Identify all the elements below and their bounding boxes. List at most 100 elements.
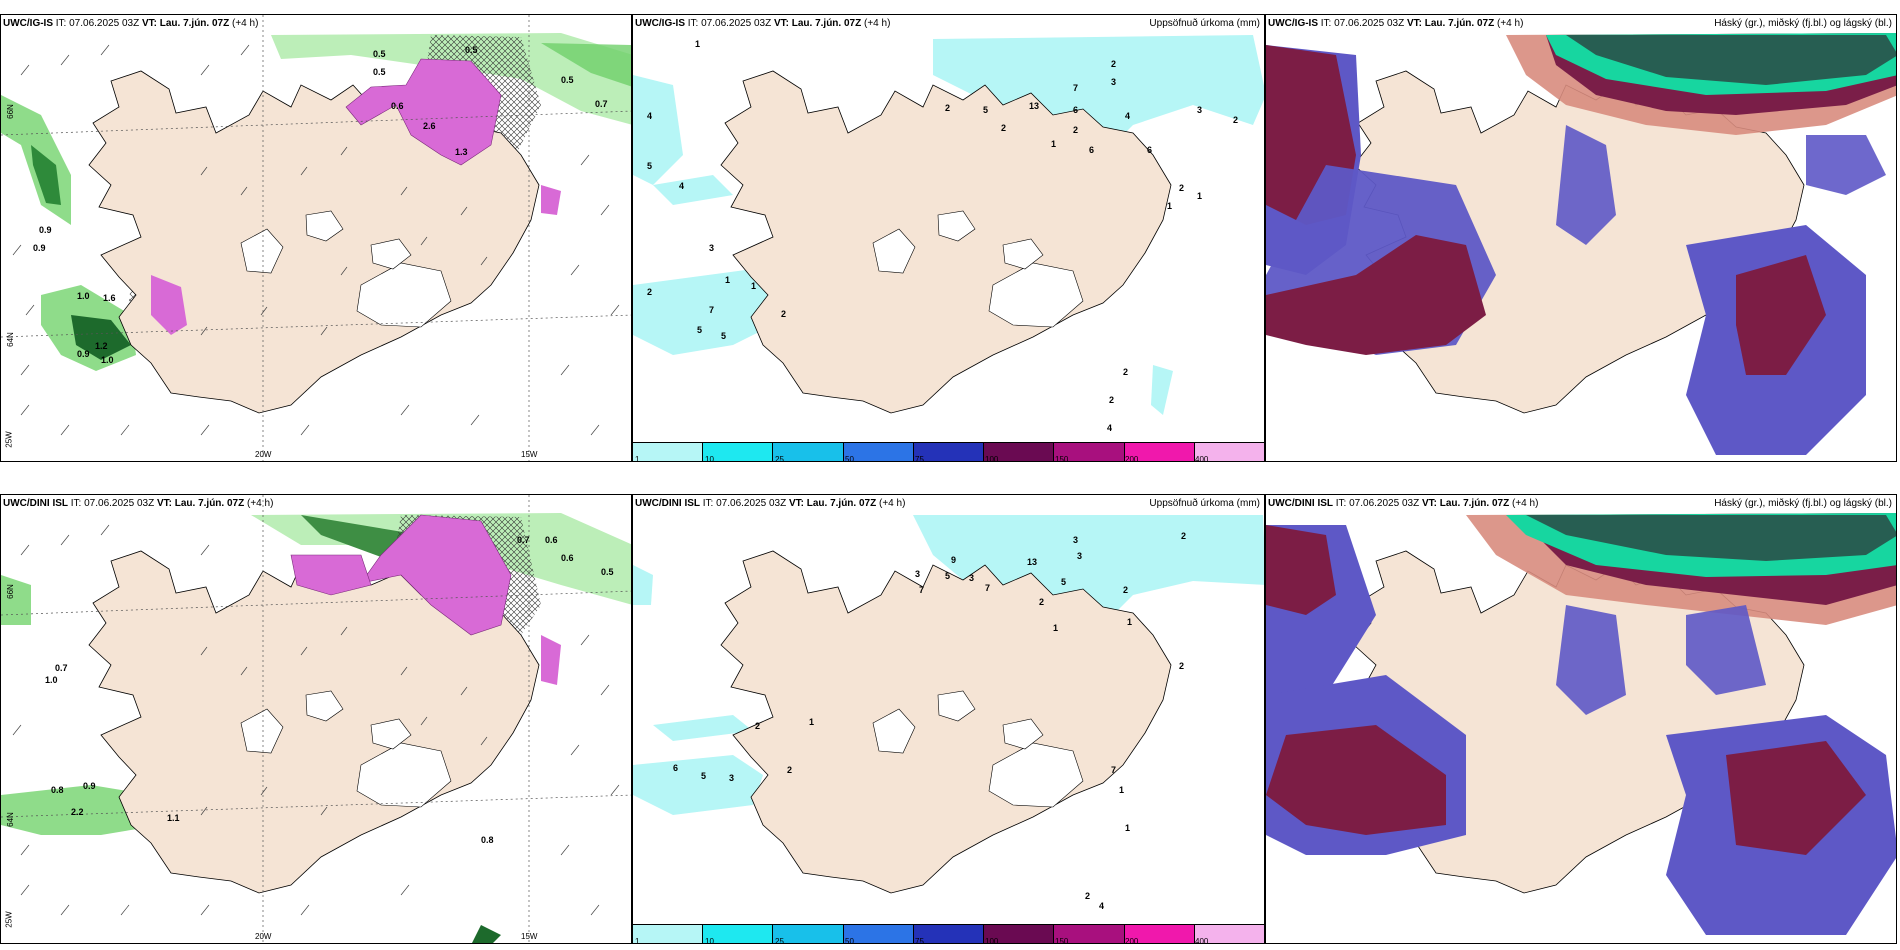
accum-label: 5	[983, 105, 989, 115]
accum-label: 5	[647, 161, 653, 171]
panel-title: UWC/IG-IS IT: 07.06.2025 03Z VT: Lau. 7.…	[1268, 18, 1523, 29]
accum-label: 7	[1111, 765, 1117, 775]
precip-label: 1.0	[77, 291, 90, 301]
accum-label: 2	[787, 765, 793, 775]
init-time: IT: 07.06.2025 03Z	[70, 498, 155, 509]
init-time: IT: 07.06.2025 03Z	[1335, 498, 1420, 509]
colorbar-tick: 1	[635, 937, 640, 944]
colorbar-segment	[843, 925, 914, 943]
model-name: UWC/IG-IS	[3, 18, 53, 29]
wind-precip-map	[1, 15, 631, 461]
precip-label: 1.2	[95, 341, 108, 351]
forecast-offset: (+4 h)	[1497, 18, 1524, 29]
model-name: UWC/IG-IS	[635, 18, 685, 29]
panel-igis-clouds: UWC/IG-IS IT: 07.06.2025 03Z VT: Lau. 7.…	[1265, 14, 1897, 462]
precip-label: 0.9	[77, 349, 90, 359]
precip-label: 0.8	[51, 785, 64, 795]
accum-label: 2	[1001, 123, 1007, 133]
accum-label: 7	[985, 583, 991, 593]
accum-label: 1	[1119, 785, 1125, 795]
accum-label: 7	[1073, 83, 1079, 93]
accum-precip-map	[633, 515, 1264, 894]
panel-title: UWC/DINI ISL IT: 07.06.2025 03Z VT: Lau.…	[635, 498, 905, 509]
accum-label: 2	[1039, 597, 1045, 607]
colorbar-tick: 25	[775, 937, 784, 944]
colorbar-tick: 1	[635, 455, 640, 462]
precip-label: 2.6	[423, 121, 436, 131]
cloud-cover-map	[1266, 33, 1896, 455]
accum-label: 13	[1029, 101, 1040, 111]
precip-label: 1.1	[167, 813, 180, 823]
model-name: UWC/DINI ISL	[635, 498, 700, 509]
accum-label: 3	[915, 569, 921, 579]
accum-label: 1	[1127, 617, 1133, 627]
accum-label: 2	[1179, 183, 1185, 193]
forecast-offset: (+4 h)	[864, 18, 891, 29]
panel-title: UWC/IG-IS IT: 07.06.2025 03Z VT: Lau. 7.…	[635, 18, 890, 29]
accum-label: 1	[695, 39, 701, 49]
model-name: UWC/DINI ISL	[3, 498, 68, 509]
panel-dini-clouds: UWC/DINI ISL IT: 07.06.2025 03Z VT: Lau.…	[1265, 494, 1897, 944]
forecast-offset: (+4 h)	[232, 18, 259, 29]
panel-variable: Uppsöfnuð úrkoma (mm)	[1149, 18, 1260, 29]
colorbar-segment	[703, 443, 774, 461]
accum-label: 3	[1073, 535, 1079, 545]
colorbar-segment	[1124, 925, 1195, 943]
precip-label: 0.6	[545, 535, 558, 545]
accum-label: 2	[1123, 585, 1129, 595]
colorbar-segment	[984, 443, 1055, 461]
accum-label: 5	[945, 571, 951, 581]
lat-label-66n: 66N	[5, 104, 15, 119]
accum-label: 4	[647, 111, 653, 121]
precip-label: 1.3	[455, 147, 468, 157]
accum-label: 5	[1061, 577, 1067, 587]
colorbar-segment	[913, 443, 985, 461]
colorbar-tick: 75	[915, 937, 924, 944]
vt-label: VT:	[788, 498, 804, 509]
valid-time: Lau. 7.jún. 07Z	[1424, 18, 1495, 29]
colorbar-segment	[843, 443, 914, 461]
precip-label: 0.9	[33, 243, 46, 253]
init-time: IT: 07.06.2025 03Z	[702, 498, 787, 509]
accum-label: 1	[1053, 623, 1059, 633]
init-time: IT: 07.06.2025 03Z	[55, 18, 140, 29]
accum-precip-map	[633, 35, 1264, 415]
colorbar-segment	[633, 443, 704, 461]
accum-label: 9	[951, 555, 957, 565]
accum-label: 2	[647, 287, 653, 297]
accum-label: 2	[1179, 661, 1185, 671]
colorbar-segment	[913, 925, 985, 943]
lon-label-15w: 15W	[521, 450, 538, 459]
precip-label: 0.5	[373, 49, 386, 59]
valid-time: Lau. 7.jún. 07Z	[159, 18, 230, 29]
colorbar-tick: 100	[985, 937, 999, 944]
panel-title: UWC/DINI ISL IT: 07.06.2025 03Z VT: Lau.…	[3, 498, 273, 509]
init-time: IT: 07.06.2025 03Z	[1320, 18, 1405, 29]
colorbar-segment	[703, 925, 774, 943]
lon-label-25w: 25W	[4, 911, 14, 928]
accum-label: 7	[919, 585, 925, 595]
accum-label: 3	[1111, 77, 1117, 87]
precip-label: 0.6	[561, 553, 574, 563]
colorbar-tick: 200	[1125, 937, 1139, 944]
accum-label: 3	[1197, 105, 1203, 115]
lat-label-64n: 64N	[5, 812, 15, 827]
lon-label-20w: 20W	[255, 450, 272, 459]
precip-label: 0.5	[561, 75, 574, 85]
init-time: IT: 07.06.2025 03Z	[687, 18, 772, 29]
precip-label: 1.0	[45, 675, 58, 685]
colorbar-ticks: 1 10 25 50 75 100 150 200 400	[633, 934, 1264, 944]
accum-label: 5	[721, 331, 727, 341]
precip-label: 0.7	[517, 535, 530, 545]
accum-label: 2	[1073, 125, 1079, 135]
vt-label: VT:	[141, 18, 157, 29]
lon-label-25w: 25W	[4, 431, 14, 448]
precip-label: 0.5	[373, 67, 386, 77]
accum-label: 2	[1123, 367, 1129, 377]
precip-label: 0.9	[83, 781, 96, 791]
accum-label: 4	[1099, 901, 1105, 911]
accum-label: 3	[1077, 551, 1083, 561]
colorbar-tick: 400	[1195, 455, 1209, 462]
vt-label: VT:	[773, 18, 789, 29]
colorbar-segment	[1194, 925, 1264, 943]
